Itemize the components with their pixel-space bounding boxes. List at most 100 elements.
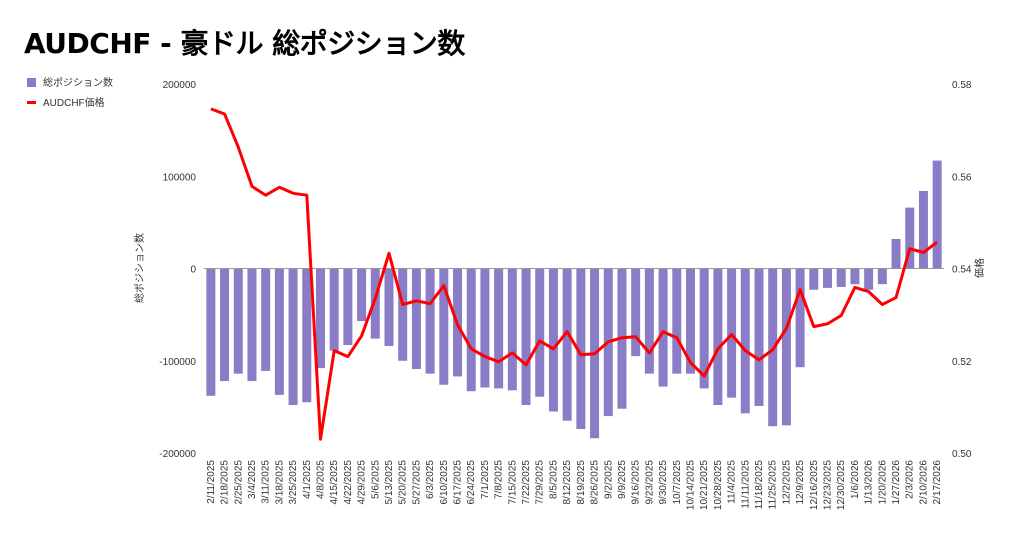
- y-tick-label: -200000: [159, 449, 196, 460]
- bar: [494, 268, 504, 389]
- bar: [850, 268, 860, 285]
- x-tick-label: 3/11/2025: [261, 460, 272, 504]
- y2-axis-title: 価格: [973, 258, 986, 278]
- x-tick-label: 11/11/2025: [740, 460, 751, 509]
- y-tick-label: -100000: [159, 357, 196, 368]
- y2-tick-label: 0.50: [952, 449, 972, 460]
- x-tick-label: 10/28/2025: [713, 460, 724, 510]
- x-tick-label: 1/6/2026: [850, 460, 861, 499]
- bar: [685, 268, 695, 374]
- bar: [836, 268, 846, 287]
- x-tick-label: 9/16/2025: [631, 460, 642, 505]
- bar: [343, 268, 353, 346]
- bar: [548, 268, 558, 412]
- legend-swatch-line: [27, 101, 36, 104]
- x-tick-label: 6/10/2025: [439, 460, 450, 505]
- x-tick-label: 3/25/2025: [288, 460, 299, 505]
- x-tick-label: 7/29/2025: [535, 460, 546, 505]
- x-tick-label: 2/10/2026: [918, 460, 929, 505]
- bar: [823, 268, 833, 288]
- x-tick-label: 7/15/2025: [507, 460, 518, 505]
- bar: [781, 268, 791, 426]
- bar: [206, 268, 216, 396]
- bar: [329, 268, 339, 351]
- x-tick-label: 9/2/2025: [603, 460, 614, 499]
- x-tick-label: 12/16/2025: [809, 460, 820, 510]
- bar: [247, 268, 257, 382]
- bar: [274, 268, 284, 395]
- y-tick-label: 0: [190, 265, 196, 276]
- chart-title: AUDCHF - 豪ドル 総ポジション数: [24, 27, 465, 60]
- x-tick-label: 5/13/2025: [384, 460, 395, 505]
- bar: [631, 268, 641, 357]
- bar: [713, 268, 723, 406]
- legend-swatch-bar: [27, 78, 36, 87]
- x-tick-label: 6/17/2025: [453, 460, 464, 505]
- x-tick-label: 5/27/2025: [411, 460, 422, 505]
- y-tick-label: 200000: [163, 80, 197, 91]
- x-tick-label: 8/5/2025: [548, 460, 559, 499]
- bar: [261, 268, 271, 371]
- x-tick-label: 4/29/2025: [357, 460, 368, 505]
- x-tick-label: 1/20/2026: [877, 460, 888, 505]
- bar: [357, 268, 367, 322]
- bar: [302, 268, 312, 403]
- x-tick-label: 11/4/2025: [727, 460, 738, 504]
- x-tick-label: 8/12/2025: [562, 460, 573, 505]
- x-tick-label: 7/8/2025: [494, 460, 505, 499]
- x-tick-label: 10/21/2025: [699, 460, 710, 510]
- legend-label-bar: 総ポジション数: [43, 76, 113, 89]
- x-tick-label: 10/7/2025: [672, 460, 683, 505]
- x-tick-label: 12/23/2025: [823, 460, 834, 510]
- bar: [576, 268, 586, 430]
- x-tick-label: 9/23/2025: [644, 460, 655, 505]
- x-tick-label: 6/24/2025: [466, 460, 477, 505]
- bar: [699, 268, 709, 389]
- x-tick-label: 3/18/2025: [274, 460, 285, 505]
- bar: [877, 268, 887, 285]
- bar: [905, 207, 915, 269]
- y2-tick-label: 0.58: [952, 80, 972, 91]
- x-tick-label: 6/3/2025: [425, 460, 436, 499]
- bar: [754, 268, 764, 406]
- y2-tick-label: 0.54: [952, 265, 972, 276]
- x-tick-label: 12/2/2025: [781, 460, 792, 505]
- y2-tick-label: 0.52: [952, 357, 972, 368]
- x-tick-label: 2/11/2025: [206, 460, 217, 504]
- x-tick-label: 4/22/2025: [343, 460, 354, 505]
- bar: [535, 268, 545, 397]
- bar: [864, 268, 874, 290]
- bar: [233, 268, 243, 374]
- bar: [370, 268, 380, 339]
- x-tick-label: 4/8/2025: [315, 460, 326, 499]
- bar: [315, 268, 325, 369]
- x-tick-label: 2/18/2025: [220, 460, 231, 505]
- x-tick-label: 5/20/2025: [398, 460, 409, 505]
- x-tick-label: 5/6/2025: [370, 460, 381, 499]
- legend-label-line: AUDCHF価格: [43, 96, 105, 109]
- x-tick-label: 11/18/2025: [754, 460, 765, 510]
- bar: [795, 268, 805, 368]
- y2-tick-label: 0.56: [952, 172, 972, 183]
- bar: [932, 160, 942, 269]
- x-tick-label: 11/25/2025: [768, 460, 779, 510]
- bar: [288, 268, 298, 406]
- x-tick-label: 12/30/2025: [836, 460, 847, 510]
- bar: [658, 268, 668, 387]
- bar: [740, 268, 750, 414]
- bar: [918, 191, 928, 269]
- y-tick-label: 100000: [163, 172, 197, 183]
- x-tick-label: 8/19/2025: [576, 460, 587, 505]
- bar: [521, 268, 531, 406]
- x-tick-label: 2/25/2025: [233, 460, 244, 505]
- x-tick-label: 2/3/2026: [905, 460, 916, 499]
- bar: [672, 268, 682, 374]
- bar: [891, 238, 901, 269]
- x-tick-label: 4/1/2025: [302, 460, 313, 499]
- bar: [809, 268, 819, 290]
- x-tick-label: 12/9/2025: [795, 460, 806, 505]
- x-tick-label: 7/22/2025: [521, 460, 532, 505]
- bar: [220, 268, 230, 382]
- price-line: [210, 107, 938, 441]
- bar: [507, 268, 517, 391]
